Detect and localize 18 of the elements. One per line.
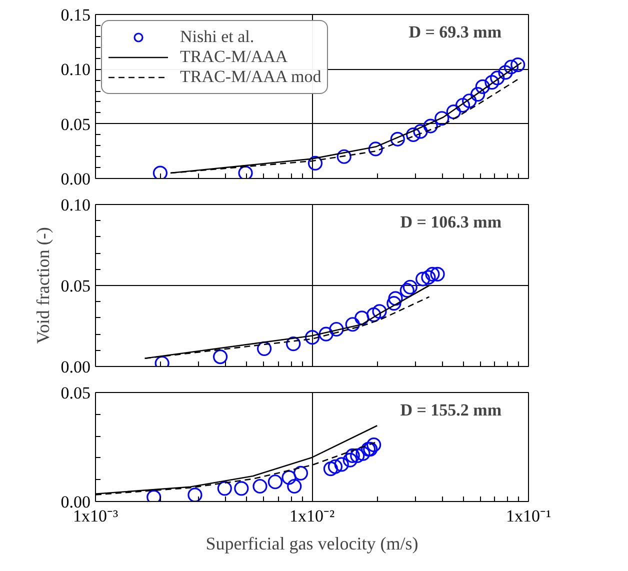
y-tick-label: 0.10 [60, 60, 90, 80]
y-tick-label: 0.05 [60, 384, 90, 402]
y-tick-label: 0.05 [60, 114, 90, 134]
y-tick-label: 0.00 [60, 358, 90, 376]
y-tick-label: 0.10 [60, 196, 90, 214]
y-axis-title: Void fraction (-) [32, 227, 53, 344]
annotation: D = 69.3 mm [408, 22, 502, 42]
x-tick-label: 1x10⁻¹ [506, 506, 552, 526]
annotation: D = 155.2 mm [400, 400, 502, 420]
legend-label: TRAC-M/AAA [180, 47, 288, 67]
y-tick-label: 0.05 [60, 276, 90, 296]
annotation: D = 106.3 mm [400, 212, 502, 232]
x-tick-label: 1x10⁻² [289, 506, 335, 526]
y-tick-label: 0.00 [60, 170, 90, 188]
legend-label: Nishi et al. [180, 27, 254, 47]
x-axis-title: Superficial gas velocity (m/s) [206, 534, 418, 554]
legend-label: TRAC-M/AAA mod [180, 67, 322, 87]
y-tick-label: 0.15 [60, 6, 90, 24]
